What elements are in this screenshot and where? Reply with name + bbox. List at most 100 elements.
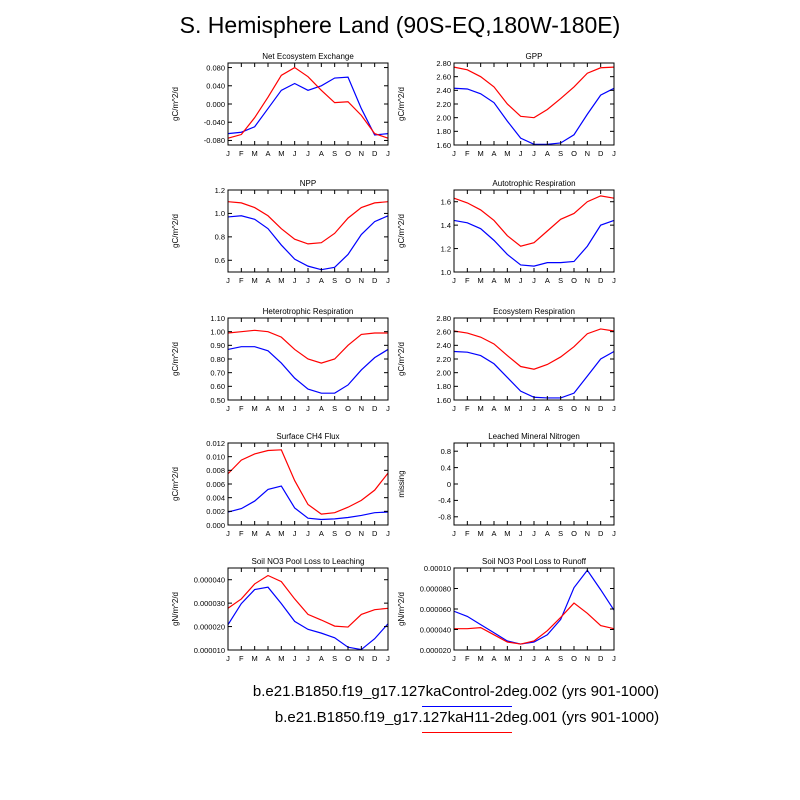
x-tick-label: M: [252, 276, 258, 285]
y-tick-label: 0.70: [210, 368, 225, 377]
y-tick-label: 0.000040: [420, 625, 451, 634]
plot-frame: [453, 442, 615, 526]
chart-panel-0: Net Ecosystem Exchange gC/m^2/d -0.080 -0.0…: [171, 52, 390, 158]
y-tick-label: -0.8: [438, 513, 451, 522]
y-tick-label: 0.4: [441, 463, 451, 472]
y-tick-label: 0.040: [206, 82, 225, 91]
x-tick-label: M: [278, 276, 284, 285]
x-tick-label: O: [571, 149, 577, 158]
y-tick-label: 0.90: [210, 341, 225, 350]
x-tick-label: S: [332, 149, 337, 158]
series-line-control: [227, 485, 389, 521]
y-tick-label: 0.60: [210, 382, 225, 391]
x-tick-label: N: [585, 654, 590, 663]
x-tick-label: F: [465, 529, 470, 538]
x-tick-label: M: [478, 654, 484, 663]
series-line-control: [453, 219, 615, 267]
y-tick-label: 0.000: [206, 100, 225, 109]
x-tick-label: M: [252, 529, 258, 538]
x-tick-label: J: [293, 404, 297, 413]
chart-title: Heterotrophic Respiration: [263, 307, 354, 316]
y-axis-label: gC/m^2/d: [171, 467, 180, 501]
y-tick-label: -0.4: [438, 496, 451, 505]
x-tick-label: O: [345, 149, 351, 158]
x-tick-label: A: [545, 276, 550, 285]
x-tick-label: N: [359, 529, 364, 538]
chart-title: Surface CH4 Flux: [276, 432, 339, 441]
series-line-control: [227, 76, 389, 136]
x-tick-label: J: [306, 149, 310, 158]
x-tick-label: M: [278, 404, 284, 413]
series-line-h11: [454, 602, 615, 645]
x-tick-label: A: [545, 654, 550, 663]
x-tick-label: M: [252, 404, 258, 413]
x-tick-label: J: [612, 149, 616, 158]
y-tick-label: -0.040: [204, 118, 225, 127]
x-tick-label: N: [585, 276, 590, 285]
chart-panel-8: Soil NO3 Pool Loss to Leaching gN/m^2/d 0.…: [171, 557, 390, 663]
x-tick-label: O: [571, 404, 577, 413]
y-tick-label: -0.080: [204, 136, 225, 145]
x-tick-label: M: [504, 149, 510, 158]
series-line-h11: [227, 329, 388, 364]
x-tick-label: J: [386, 149, 390, 158]
y-axis-label: gC/m^2/d: [171, 342, 180, 376]
legend-entry-h11: b.e21.B1850.f19_g17.127kaH11-2deg.001 (y…: [274, 709, 660, 726]
chart-panel-4: Heterotrophic Respiration gC/m^2/d 0.50 0.6…: [171, 307, 390, 413]
y-tick-label: 0.00010: [424, 564, 451, 573]
x-tick-label: J: [306, 654, 310, 663]
y-tick-label: 2.00: [436, 113, 451, 122]
x-tick-label: J: [293, 276, 297, 285]
x-tick-label: A: [491, 404, 496, 413]
x-tick-label: N: [585, 404, 590, 413]
plot-frame: [227, 189, 389, 273]
x-tick-label: J: [452, 149, 456, 158]
plot-frame: [227, 62, 389, 146]
x-tick-label: M: [478, 529, 484, 538]
legend-entry-control: b.e21.B1850.f19_g17.127kaControl-2deg.00…: [252, 683, 660, 700]
chart-panel-3: Autotrophic Respiration gC/m^2/d 1.0 1.2 1.4…: [397, 179, 616, 285]
y-tick-label: 0.006: [206, 480, 225, 489]
x-tick-label: M: [504, 529, 510, 538]
x-tick-label: M: [278, 529, 284, 538]
y-tick-label: 1.80: [436, 127, 451, 136]
x-tick-label: J: [306, 404, 310, 413]
x-tick-label: J: [532, 149, 536, 158]
x-tick-label: J: [226, 654, 230, 663]
x-tick-label: N: [585, 529, 590, 538]
x-tick-label: M: [504, 654, 510, 663]
plot-frame: [453, 567, 615, 651]
chart-title: NPP: [300, 179, 316, 188]
y-tick-label: 2.80: [436, 59, 451, 68]
x-tick-label: F: [465, 404, 470, 413]
x-tick-label: F: [239, 149, 244, 158]
x-tick-label: A: [319, 276, 324, 285]
y-tick-label: 0.6: [215, 256, 225, 265]
chart-panel-9: Soil NO3 Pool Loss to Runoff gN/m^2/d 0.00…: [397, 557, 616, 663]
x-tick-label: J: [293, 654, 297, 663]
x-tick-label: M: [252, 149, 258, 158]
x-tick-label: M: [252, 654, 258, 663]
x-tick-label: J: [306, 529, 310, 538]
y-tick-label: 2.20: [436, 355, 451, 364]
series-line-control: [453, 350, 615, 399]
x-tick-label: J: [226, 404, 230, 413]
x-tick-label: A: [265, 529, 270, 538]
chart-panel-6: Surface CH4 Flux gC/m^2/d 0.000 0.002 0.004 0…: [171, 432, 390, 538]
y-tick-label: 0.000040: [194, 576, 225, 585]
y-tick-label: 1.4: [441, 221, 451, 230]
y-tick-label: 2.20: [436, 100, 451, 109]
x-tick-label: A: [265, 149, 270, 158]
y-tick-label: 1.10: [210, 314, 225, 323]
chart-panel-7: Leached Mineral Nitrogen missing -0.8 -0.4 0…: [397, 432, 616, 538]
x-tick-label: J: [532, 654, 536, 663]
x-tick-label: A: [265, 654, 270, 663]
x-tick-label: J: [519, 654, 523, 663]
x-tick-label: J: [612, 404, 616, 413]
x-tick-label: A: [545, 529, 550, 538]
series-line-control: [453, 87, 615, 145]
x-tick-label: D: [372, 404, 378, 413]
x-tick-label: J: [386, 529, 390, 538]
x-tick-label: J: [386, 276, 390, 285]
y-tick-label: 0.000: [206, 521, 225, 530]
